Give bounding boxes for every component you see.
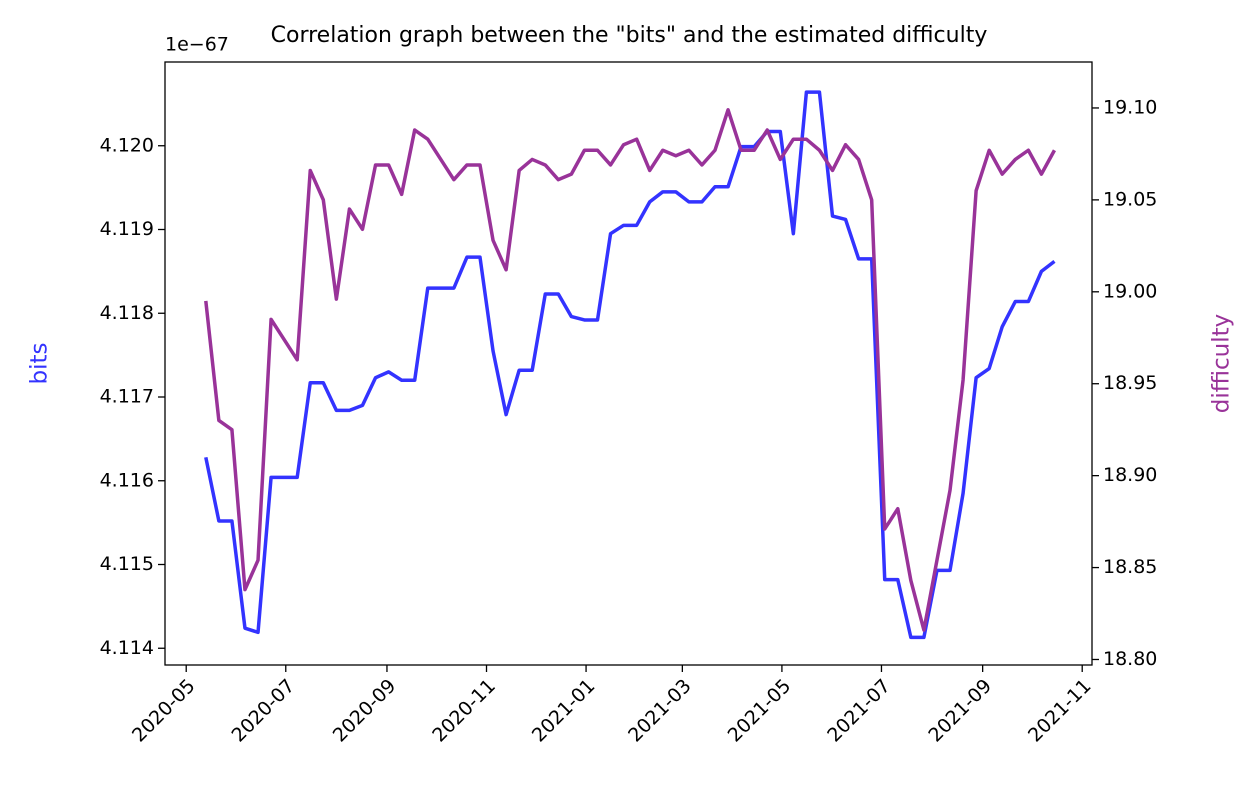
y-tick-label: 4.115: [100, 553, 154, 575]
data-line: [204, 90, 1056, 640]
y2-axis-label: difficulty: [1209, 314, 1235, 413]
y-tick-label: 4.118: [100, 302, 154, 324]
y-axis-label: bits: [27, 343, 53, 385]
y2-tick-label: 18.90: [1103, 464, 1157, 486]
y-tick-label: 4.119: [100, 218, 154, 240]
y2-tick-label: 18.85: [1103, 556, 1157, 578]
y2-tick-label: 18.95: [1103, 372, 1157, 394]
data-line: [204, 108, 1056, 632]
y-offset-label: 1e−67: [165, 34, 229, 56]
y-tick-label: 4.114: [100, 637, 154, 659]
y2-tick-label: 19.00: [1103, 280, 1157, 302]
y-tick-label: 4.117: [100, 386, 154, 408]
y2-tick-label: 19.05: [1103, 188, 1157, 210]
chart-title: Correlation graph between the "bits" and…: [271, 23, 988, 48]
y2-tick-label: 19.10: [1103, 96, 1157, 118]
y-tick-label: 4.120: [100, 134, 154, 156]
plot-frame: [164, 61, 1093, 666]
y-tick-label: 4.116: [100, 469, 154, 491]
y2-tick-label: 18.80: [1103, 648, 1157, 670]
